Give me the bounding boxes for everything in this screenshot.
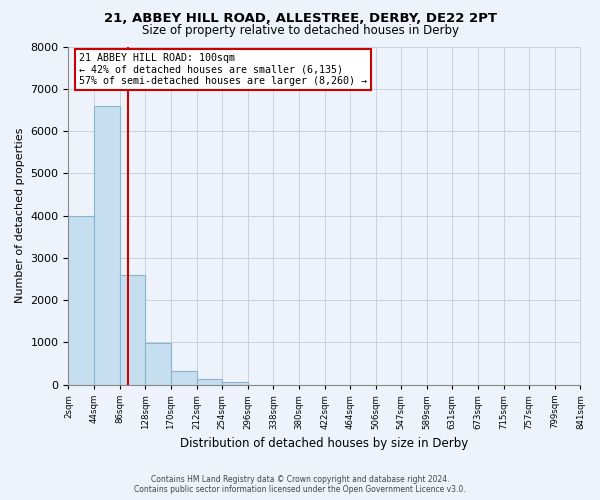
Bar	[171, 371, 197, 385]
Text: Size of property relative to detached houses in Derby: Size of property relative to detached ho…	[142, 24, 458, 37]
Bar	[94, 106, 119, 385]
Bar	[222, 382, 248, 385]
Bar	[68, 216, 94, 385]
Bar	[197, 379, 222, 385]
Bar	[119, 275, 145, 385]
Y-axis label: Number of detached properties: Number of detached properties	[15, 128, 25, 304]
Text: 21 ABBEY HILL ROAD: 100sqm
← 42% of detached houses are smaller (6,135)
57% of s: 21 ABBEY HILL ROAD: 100sqm ← 42% of deta…	[79, 54, 367, 86]
Text: 21, ABBEY HILL ROAD, ALLESTREE, DERBY, DE22 2PT: 21, ABBEY HILL ROAD, ALLESTREE, DERBY, D…	[104, 12, 497, 26]
Text: Contains HM Land Registry data © Crown copyright and database right 2024.
Contai: Contains HM Land Registry data © Crown c…	[134, 474, 466, 494]
X-axis label: Distribution of detached houses by size in Derby: Distribution of detached houses by size …	[181, 437, 469, 450]
Bar	[145, 344, 171, 385]
